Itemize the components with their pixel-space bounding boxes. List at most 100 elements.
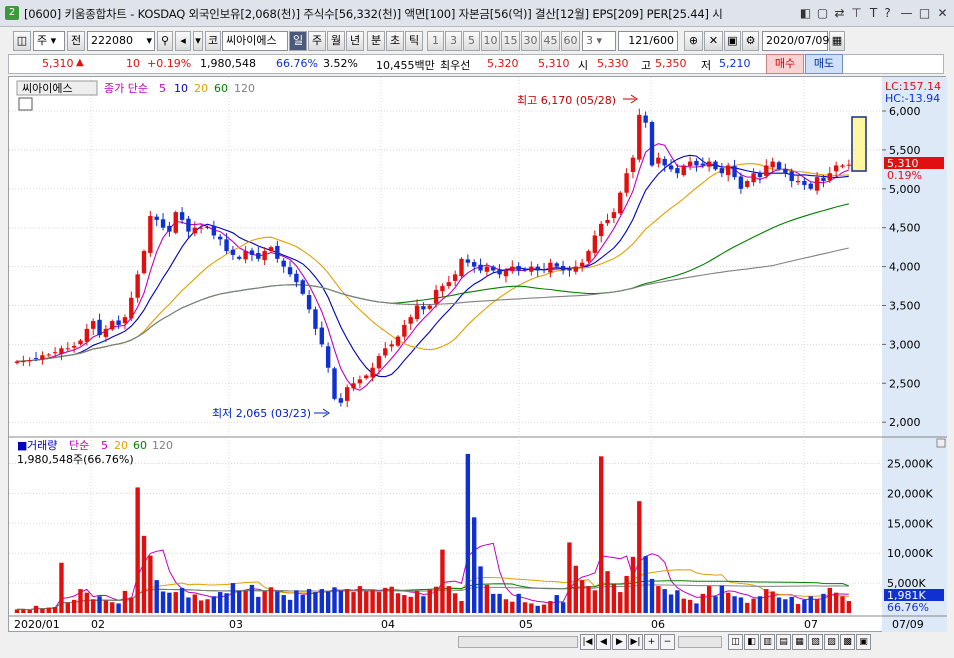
- sell-button[interactable]: 매도: [805, 54, 843, 74]
- candle-body: [325, 346, 331, 368]
- pin-icon[interactable]: ⊤: [851, 6, 862, 20]
- volume-title: 거래량: [27, 439, 57, 452]
- gear-icon[interactable]: ⚙: [742, 31, 759, 51]
- number-60[interactable]: 60: [561, 31, 580, 51]
- layout-9-icon[interactable]: ▣: [856, 634, 871, 650]
- candle-body: [821, 177, 826, 182]
- volume-bar: [243, 590, 248, 613]
- interval-year[interactable]: 년: [346, 31, 364, 51]
- scroll-left-icon[interactable]: ◀: [596, 634, 611, 650]
- volume-pane-close-icon[interactable]: [936, 438, 946, 448]
- stock-label-box: [16, 80, 98, 96]
- close-icon[interactable]: ✕: [937, 6, 948, 20]
- minimize-icon[interactable]: —: [900, 6, 913, 20]
- scroll-start-icon[interactable]: |◀: [580, 634, 595, 650]
- calendar-icon[interactable]: ▦: [829, 31, 845, 51]
- number-15[interactable]: 15: [501, 31, 520, 51]
- ask-price: 5,320: [487, 57, 519, 70]
- interval-tick[interactable]: 틱: [405, 31, 423, 51]
- volume-bar: [71, 599, 77, 613]
- stock-chart[interactable]: 6,000 5,500 5,000 4,500 4,000 3,500 3,000 2,500…: [9, 77, 947, 633]
- buy-button[interactable]: 매수: [766, 54, 804, 74]
- number-10[interactable]: 10: [481, 31, 500, 51]
- lc-value: LC:157.14: [885, 80, 941, 93]
- count-input[interactable]: 3 ▾: [582, 31, 616, 51]
- volume-bar: [33, 605, 39, 613]
- layout-6-icon[interactable]: ▧: [808, 634, 823, 650]
- crosshair-icon[interactable]: ✕: [704, 31, 723, 51]
- layout-4-icon[interactable]: ▤: [776, 634, 791, 650]
- scroll-end-icon[interactable]: ▶|: [628, 634, 643, 650]
- window-layout-icon[interactable]: ◧: [799, 6, 812, 20]
- dropdown-icon[interactable]: ▾: [193, 31, 203, 51]
- maximize-icon[interactable]: □: [918, 6, 931, 20]
- date-input[interactable]: 2020/07/09: [762, 31, 829, 51]
- moving-average-lines: [16, 143, 850, 391]
- price-tag-background: [884, 157, 944, 169]
- candle-body: [611, 212, 617, 219]
- zoom-in-icon[interactable]: +: [644, 634, 659, 650]
- layout-7-icon[interactable]: ▨: [824, 634, 839, 650]
- save-icon[interactable]: ▣: [724, 31, 741, 51]
- low-arrow-icon: [314, 408, 330, 418]
- number-3[interactable]: 3: [445, 31, 462, 51]
- volume-bar: [14, 609, 20, 613]
- interval-day[interactable]: 일: [289, 31, 307, 51]
- layout-5-icon[interactable]: ▦: [792, 634, 807, 650]
- interval-week[interactable]: 주: [308, 31, 326, 51]
- ma-line-20: [16, 163, 849, 363]
- layout-8-icon[interactable]: ▩: [840, 634, 855, 650]
- help-icon[interactable]: ?: [884, 6, 891, 20]
- number-1[interactable]: 1: [427, 31, 444, 51]
- candle-body: [751, 173, 756, 183]
- layout-3-icon[interactable]: ▥: [760, 634, 775, 650]
- search-icon[interactable]: ⚲: [157, 31, 173, 51]
- volume-bar: [560, 602, 566, 613]
- layout-2-icon[interactable]: ◧: [744, 634, 759, 650]
- volume-bar: [332, 587, 337, 613]
- volume-bar: [681, 598, 686, 613]
- number-45[interactable]: 45: [541, 31, 560, 51]
- volume-bar: [472, 517, 477, 613]
- stock-name-field: 씨아이에스: [222, 31, 288, 51]
- name-type-button[interactable]: 코: [205, 31, 221, 51]
- link-icon[interactable]: ⇄: [834, 6, 845, 20]
- font-icon[interactable]: T: [869, 6, 878, 20]
- window-split-icon[interactable]: ▢: [816, 6, 829, 20]
- candle-body: [262, 251, 267, 261]
- candle-body: [275, 245, 280, 259]
- horizontal-scrollbar[interactable]: [458, 636, 578, 648]
- volume-tick-label: 20,000K: [887, 487, 933, 500]
- layout-1-icon[interactable]: ◫: [728, 634, 743, 650]
- volume-bar: [726, 592, 731, 613]
- candle-body: [745, 181, 750, 187]
- zoom-out-icon[interactable]: −: [660, 634, 675, 650]
- candle-body: [484, 266, 490, 272]
- interval-second[interactable]: 초: [386, 31, 404, 51]
- volume-ma-60: 60: [133, 439, 147, 452]
- period-button[interactable]: 전: [67, 31, 85, 51]
- interval-month[interactable]: 월: [327, 31, 345, 51]
- price-y-axis: 6,000 5,500 5,000 4,500 4,000 3,500 3,000 2,500…: [882, 105, 921, 429]
- interval-minute[interactable]: 분: [367, 31, 385, 51]
- number-30[interactable]: 30: [521, 31, 540, 51]
- market-select[interactable]: 주 ▾: [33, 31, 65, 51]
- speaker-icon[interactable]: ◂: [175, 31, 191, 51]
- zoom-icon[interactable]: ⊕: [684, 31, 703, 51]
- grid-toggle-icon[interactable]: [18, 97, 33, 111]
- chart-type-icon[interactable]: ◫: [13, 31, 31, 51]
- volume-bar: [91, 599, 96, 613]
- high-arrow-icon: [623, 94, 638, 104]
- volume-ma-label: 단순: [69, 439, 89, 452]
- volume-bar: [122, 590, 128, 613]
- high-price: 5,350: [655, 57, 687, 70]
- scroll-right-icon[interactable]: ▶: [612, 634, 627, 650]
- candle-body: [103, 328, 109, 337]
- candle-body: [300, 280, 305, 294]
- stock-code-input[interactable]: 222080 ▾: [87, 31, 155, 51]
- volume-bar: [427, 589, 432, 613]
- volume-bar: [256, 596, 261, 613]
- volume-bar: [567, 542, 572, 613]
- number-5[interactable]: 5: [463, 31, 480, 51]
- zoom-scrollbar[interactable]: [678, 636, 722, 648]
